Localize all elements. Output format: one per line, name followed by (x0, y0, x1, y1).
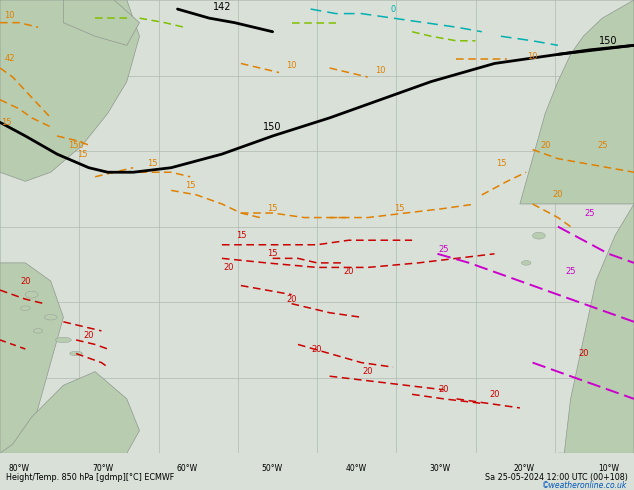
Text: 20: 20 (439, 385, 449, 394)
Text: 20: 20 (20, 276, 30, 286)
Text: 20: 20 (363, 367, 373, 376)
Text: 142: 142 (212, 2, 231, 12)
Text: 15: 15 (236, 231, 246, 240)
Ellipse shape (521, 261, 531, 265)
Text: 15: 15 (77, 149, 87, 159)
Text: 60°W: 60°W (177, 464, 198, 472)
Text: 20: 20 (84, 331, 94, 340)
Text: 42: 42 (4, 54, 15, 63)
Text: 20: 20 (540, 141, 550, 149)
Ellipse shape (56, 337, 71, 343)
Text: 150: 150 (68, 141, 84, 149)
Text: 15: 15 (268, 249, 278, 258)
Ellipse shape (25, 291, 38, 298)
Text: 15: 15 (394, 204, 404, 213)
Text: 15: 15 (147, 159, 157, 168)
Text: 0: 0 (391, 4, 396, 14)
Text: 20: 20 (312, 344, 322, 353)
Text: 30°W: 30°W (430, 464, 451, 472)
Polygon shape (558, 204, 634, 453)
Text: 15: 15 (1, 118, 11, 127)
Text: Sa 25-05-2024 12:00 UTC (00+108): Sa 25-05-2024 12:00 UTC (00+108) (485, 473, 628, 482)
Text: 10: 10 (527, 52, 538, 61)
Text: 20: 20 (287, 294, 297, 304)
Text: Height/Temp. 850 hPa [gdmp][°C] ECMWF: Height/Temp. 850 hPa [gdmp][°C] ECMWF (6, 473, 174, 482)
Ellipse shape (44, 315, 57, 320)
Text: 20: 20 (489, 390, 500, 399)
Text: 40°W: 40°W (346, 464, 366, 472)
Text: 25: 25 (585, 209, 595, 218)
Text: 150: 150 (263, 122, 282, 132)
Polygon shape (520, 0, 634, 204)
Text: 15: 15 (496, 159, 506, 168)
Text: ©weatheronline.co.uk: ©weatheronline.co.uk (543, 481, 628, 490)
Ellipse shape (533, 232, 545, 239)
Text: 20: 20 (223, 263, 233, 272)
Text: 20: 20 (344, 268, 354, 276)
Text: 80°W: 80°W (8, 464, 30, 472)
Text: 25: 25 (566, 268, 576, 276)
Text: 150: 150 (599, 36, 618, 46)
Text: 20: 20 (578, 349, 588, 358)
Text: 50°W: 50°W (261, 464, 282, 472)
Text: 10: 10 (287, 61, 297, 70)
Ellipse shape (20, 306, 30, 311)
Text: 25: 25 (439, 245, 449, 254)
Ellipse shape (33, 329, 43, 333)
Polygon shape (0, 0, 139, 181)
Text: 10°W: 10°W (598, 464, 619, 472)
Text: 25: 25 (597, 141, 607, 149)
Text: 20: 20 (553, 191, 563, 199)
Text: 70°W: 70°W (93, 464, 114, 472)
Polygon shape (63, 0, 139, 46)
Polygon shape (0, 371, 139, 453)
Text: 15: 15 (268, 204, 278, 213)
Text: 20°W: 20°W (514, 464, 535, 472)
Text: 10: 10 (375, 66, 385, 75)
Polygon shape (0, 263, 63, 453)
Ellipse shape (70, 351, 82, 356)
Text: 15: 15 (185, 181, 195, 190)
Text: 10: 10 (4, 11, 15, 21)
